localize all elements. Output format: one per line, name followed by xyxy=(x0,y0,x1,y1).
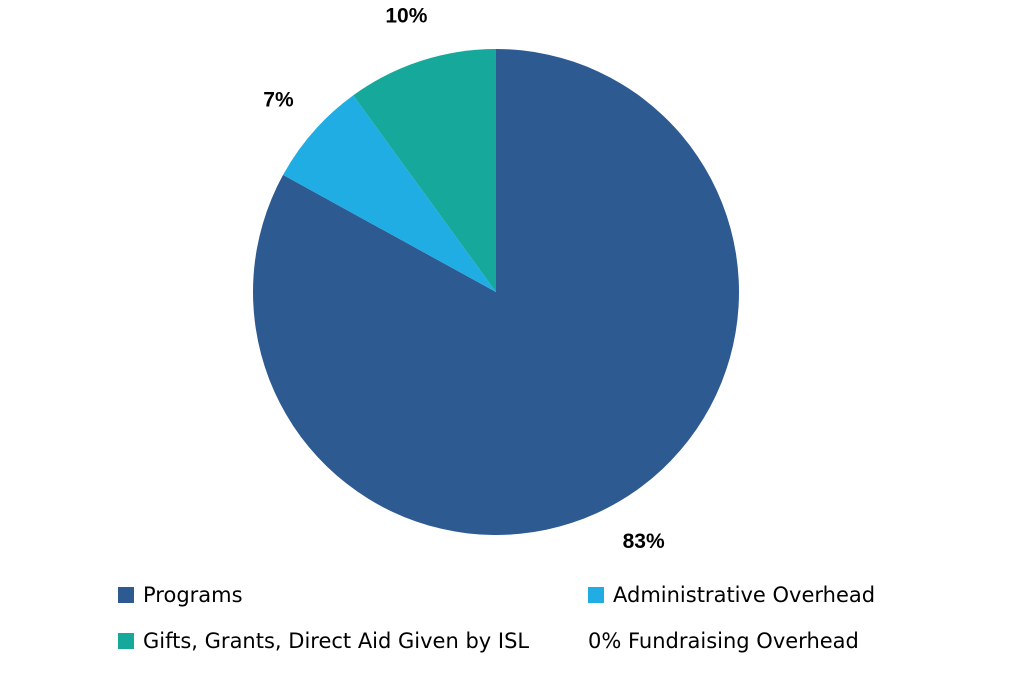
legend-item-administrative-overhead: Administrative Overhead xyxy=(588,578,918,612)
data-label-programs: 83% xyxy=(623,530,665,553)
pie-slice-gifts-grants-direct-aid-given-by-isl xyxy=(353,49,496,292)
pie-slice-programs xyxy=(252,49,740,535)
legend-swatch-gifts-grants xyxy=(118,633,134,649)
pie-chart: 83% 7% 10% xyxy=(252,5,740,553)
pie-slice-administrative-overhead xyxy=(283,95,496,292)
chart-legend: Programs Administrative Overhead Gifts, … xyxy=(118,578,918,658)
legend-label-fundraising-overhead: 0% Fundraising Overhead xyxy=(588,629,859,653)
legend-label-gifts-grants: Gifts, Grants, Direct Aid Given by ISL xyxy=(143,629,530,653)
legend-label-programs: Programs xyxy=(143,583,243,607)
legend-swatch-programs xyxy=(118,587,134,603)
legend-item-gifts-grants: Gifts, Grants, Direct Aid Given by ISL xyxy=(118,624,588,658)
legend-item-fundraising-overhead: 0% Fundraising Overhead xyxy=(588,624,918,658)
legend-swatch-administrative-overhead xyxy=(588,587,604,603)
data-label-gifts-grants-direct-aid-given-by-isl: 10% xyxy=(385,5,427,28)
legend-item-programs: Programs xyxy=(118,578,588,612)
legend-label-administrative-overhead: Administrative Overhead xyxy=(613,583,876,607)
data-label-administrative-overhead: 7% xyxy=(263,89,294,112)
